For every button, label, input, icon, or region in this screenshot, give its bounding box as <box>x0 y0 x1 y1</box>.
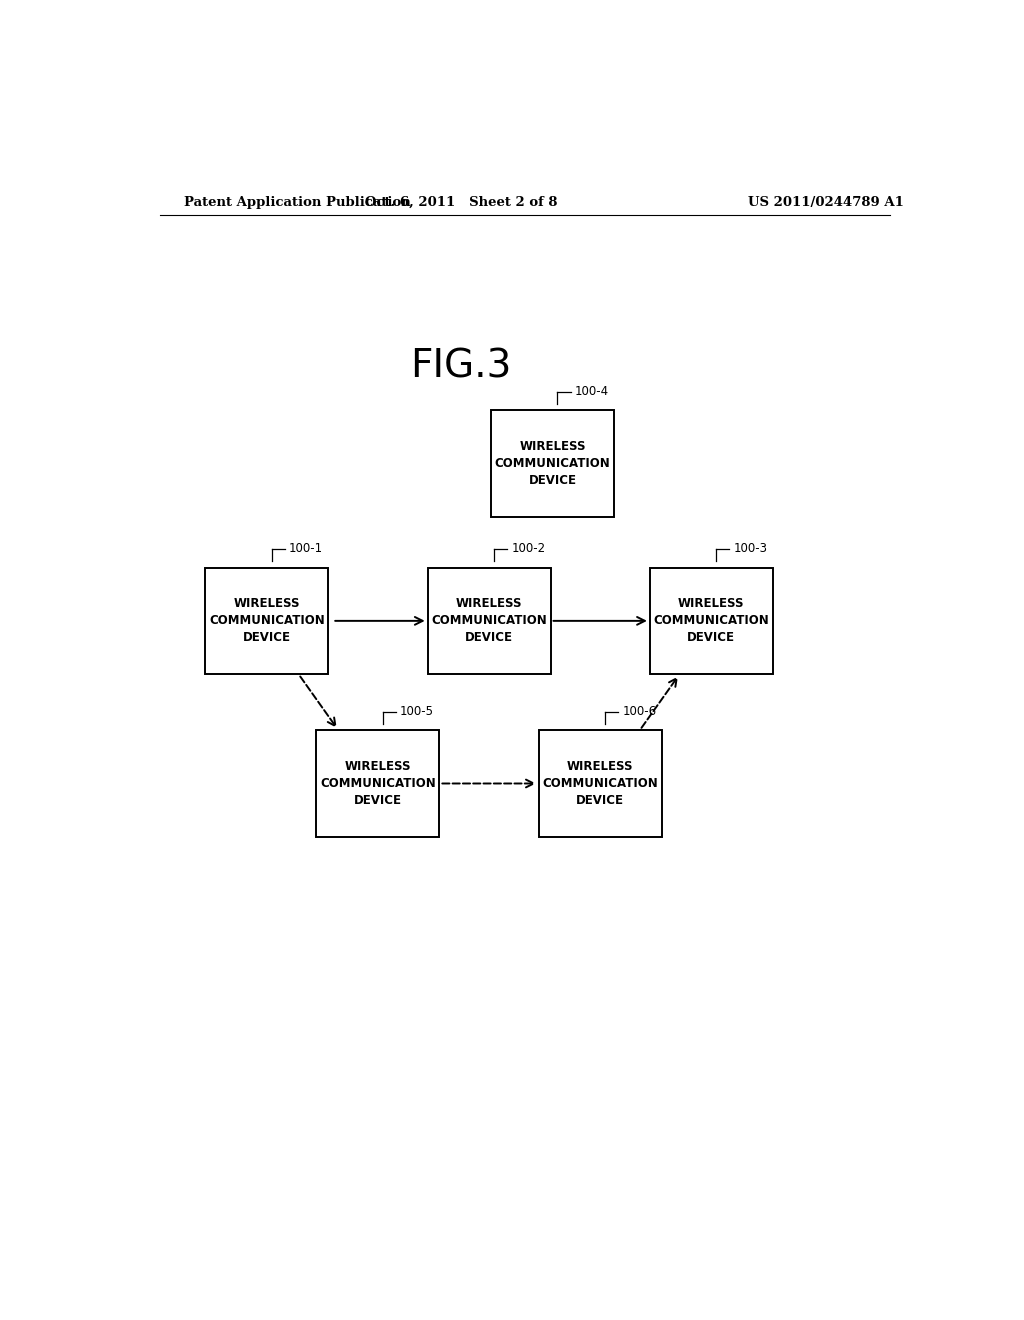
Bar <box>492 411 614 516</box>
Bar <box>650 568 773 675</box>
Text: WIRELESS
COMMUNICATION
DEVICE: WIRELESS COMMUNICATION DEVICE <box>543 760 658 807</box>
Text: FIG.3: FIG.3 <box>411 347 512 385</box>
Text: 100-3: 100-3 <box>733 543 767 556</box>
Text: 100-5: 100-5 <box>400 705 434 718</box>
Text: Patent Application Publication: Patent Application Publication <box>183 195 411 209</box>
Bar <box>428 568 551 675</box>
Text: 100-6: 100-6 <box>623 705 656 718</box>
Bar <box>206 568 329 675</box>
Text: 100-2: 100-2 <box>511 543 546 556</box>
Bar <box>316 730 439 837</box>
Text: 100-1: 100-1 <box>289 543 324 556</box>
Text: WIRELESS
COMMUNICATION
DEVICE: WIRELESS COMMUNICATION DEVICE <box>321 760 436 807</box>
Text: WIRELESS
COMMUNICATION
DEVICE: WIRELESS COMMUNICATION DEVICE <box>495 440 610 487</box>
Text: WIRELESS
COMMUNICATION
DEVICE: WIRELESS COMMUNICATION DEVICE <box>653 598 769 644</box>
Text: WIRELESS
COMMUNICATION
DEVICE: WIRELESS COMMUNICATION DEVICE <box>431 598 547 644</box>
Text: Oct. 6, 2011   Sheet 2 of 8: Oct. 6, 2011 Sheet 2 of 8 <box>366 195 557 209</box>
Text: US 2011/0244789 A1: US 2011/0244789 A1 <box>749 195 904 209</box>
Text: 100-4: 100-4 <box>574 384 609 397</box>
Text: WIRELESS
COMMUNICATION
DEVICE: WIRELESS COMMUNICATION DEVICE <box>209 598 325 644</box>
Bar <box>539 730 662 837</box>
